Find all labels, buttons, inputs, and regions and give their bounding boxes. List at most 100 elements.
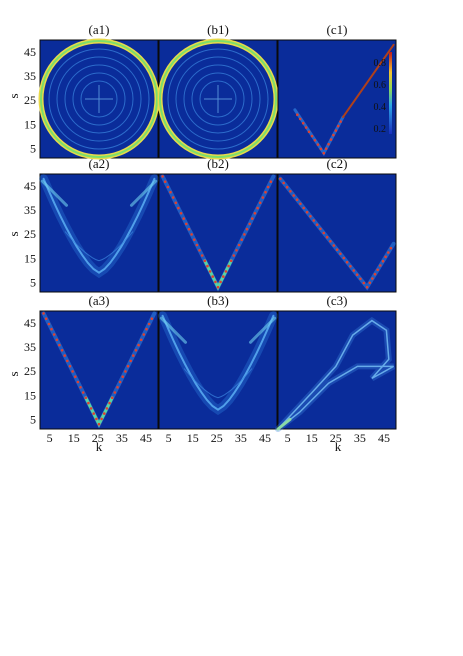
panel-b1-ripple-1: [175, 56, 261, 142]
panel-c2-dot-35: [389, 246, 393, 250]
panel-a2-u-line: [42, 177, 156, 274]
panel-b3-title: (b3): [207, 293, 229, 308]
panel-b1-center-cross: [204, 85, 232, 113]
panel-a3-xtick-4: 45: [140, 431, 152, 445]
panel-a3-dot-5: [55, 338, 59, 342]
panel-a2: (a2) 45 35 25 15 5: [24, 156, 159, 293]
panel-c2-dot-3: [289, 190, 292, 193]
panel-b2-dot-19: [211, 275, 214, 278]
panel-a2-title: (a2): [89, 156, 110, 171]
panel-b3-xtick-2: 25: [211, 431, 223, 445]
panel-c2-dot-7: [302, 206, 306, 210]
panel-c1-title: (c1): [327, 22, 348, 37]
panel-a1-ripple-1: [56, 56, 142, 142]
panel-c1-dot-12: [329, 138, 333, 141]
panel-b3-xtick-4: 45: [259, 431, 271, 445]
panel-c2-dot-25: [362, 281, 366, 285]
panel-b2-dot-32: [245, 227, 249, 231]
panel-c3-xtick-0: 5: [285, 431, 291, 445]
panel-c2-dot-20: [345, 260, 349, 264]
panel-b2-dot-15: [200, 254, 204, 257]
panel-b3-xtick-0: 5: [166, 431, 172, 445]
panel-c2-dot-6: [299, 202, 302, 206]
panel-c2-dot-4: [292, 194, 296, 197]
panel-grid: (a1) 45 35 25 15 5 (b1) (c1) 0.8 0.6 0.4 0.2 (a2) 45 3…: [24, 22, 397, 445]
panel-c1-dot-9: [322, 151, 326, 155]
panel-c2-dot-33: [384, 255, 387, 259]
panel-c1-colorbar-tick-1: 0.6: [374, 80, 387, 91]
panel-a3-dot-40: [147, 322, 151, 326]
panel-a2-ytick-2: 25: [24, 227, 36, 241]
panel-b2-dot-25: [227, 264, 230, 268]
panel-a3-dot-31: [124, 370, 127, 373]
panel-c1-dot-5: [310, 134, 314, 138]
panel-c2-dot-18: [339, 252, 342, 256]
panel-b2-dot-2: [166, 185, 170, 189]
panel-b2-dot-20: [214, 280, 217, 284]
panel-c1-colorbar-tick-0: 0.8: [374, 58, 387, 69]
panel-c2-dot-13: [322, 231, 326, 235]
panel-b2-title: (b2): [207, 156, 229, 171]
panel-c3-background: [277, 310, 397, 430]
panel-c2-dot-17: [335, 248, 339, 251]
panel-a3-ytick-0: 45: [24, 316, 36, 330]
panel-b2-dot-10: [187, 227, 191, 231]
panel-a3-ytick-1: 35: [24, 340, 36, 354]
panel-a2-ytick-0: 45: [24, 179, 36, 193]
panel-b1-title: (b1): [207, 22, 229, 37]
panel-a3-dot-6: [58, 343, 61, 347]
panel-a3-dot-4: [52, 333, 56, 336]
panel-a1-ring-inner: [40, 40, 158, 158]
panel-b1-ripple-4: [199, 80, 237, 118]
panel-c1-dot-13: [332, 133, 335, 137]
panel-b3-u-inner: [183, 368, 253, 399]
panel-c1-dot-2: [301, 121, 305, 125]
panel-c2-dot-8: [305, 210, 309, 214]
panel-a3-dot-25: [108, 401, 111, 405]
panel-b2-dot-8: [182, 217, 185, 220]
x-axis-label-col3: k: [335, 439, 342, 454]
panel-b3: (b3) 5 15 25 35 45: [158, 293, 278, 445]
y-axis-label-row1: s: [6, 93, 21, 98]
panel-c3-loop-origin: [276, 417, 292, 431]
panel-c1-colorbar: [389, 52, 392, 134]
panel-b2-dot-33: [248, 222, 251, 226]
panel-b3-u-line: [161, 314, 275, 411]
panel-a3-dot-24: [105, 407, 109, 410]
panel-b2-dot-3: [169, 190, 172, 194]
panel-a1-ripple-3: [72, 72, 126, 126]
axis-labels: s s s k k: [6, 93, 342, 454]
panel-a2-u-inner: [64, 231, 134, 262]
panel-b2-dot-31: [243, 233, 246, 236]
panel-b2-dot-18: [208, 270, 212, 273]
panel-a3-dot-10: [68, 364, 72, 368]
panel-a3-dot-3: [50, 327, 53, 331]
panel-c1-dot-10: [324, 147, 328, 150]
panel-a3-dot-17: [87, 401, 90, 405]
panel-c1-background: [277, 39, 397, 159]
panel-b2-dot-29: [237, 243, 241, 247]
panel-c2-title: (c2): [327, 156, 348, 171]
panel-a3-ytick-3: 15: [24, 388, 36, 402]
panel-b3-xtick-3: 35: [235, 431, 247, 445]
panel-a3-dot-33: [129, 359, 132, 363]
panel-c1: (c1) 0.8 0.6 0.4 0.2: [277, 22, 397, 159]
panel-b2-dot-6: [177, 206, 180, 210]
panel-a3-dot-32: [126, 364, 130, 368]
panel-a3-dot-1: [44, 317, 48, 321]
panel-a3-dot-23: [103, 412, 106, 415]
panel-c2-dot-30: [376, 268, 380, 272]
panel-b2-dot-22: [219, 280, 222, 284]
panel-a2-ytick-4: 5: [30, 275, 36, 289]
panel-b2-dot-16: [203, 259, 207, 263]
panel-a1-ytick-4: 5: [30, 141, 36, 155]
panel-b1-ripple-2: [183, 64, 253, 134]
panel-b3-top-right: [249, 316, 277, 344]
panel-c2-dot-32: [381, 259, 385, 263]
panel-c1-dot-11: [327, 142, 330, 146]
panel-c2-dot-21: [349, 265, 352, 268]
panel-a3-xtick-3: 35: [116, 431, 128, 445]
panel-c2-dot-1: [282, 181, 286, 185]
panel-a3-dot-12: [74, 375, 77, 379]
